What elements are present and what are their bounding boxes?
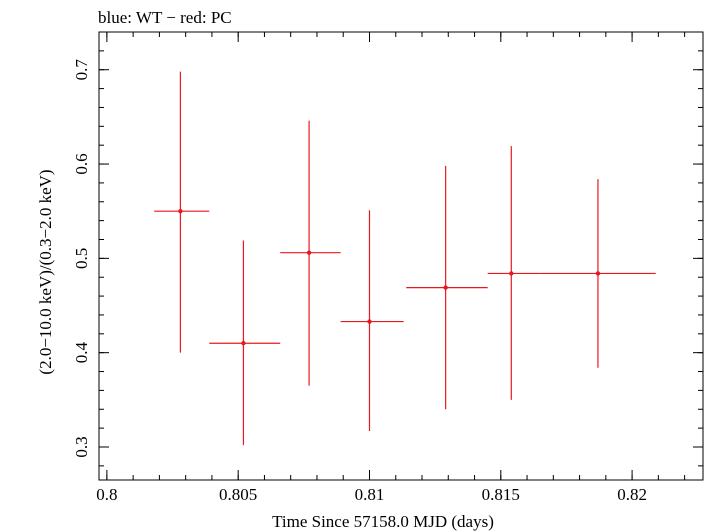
point-marker — [367, 319, 372, 324]
axis-ticks: 0.8 0.805 0.81 0.815 0.82 0.3 0.4 0.5 0.6 0.7 — [72, 31, 703, 504]
chart-title: blue: WT − red: PC — [98, 8, 232, 27]
x-tick-label: 0.815 — [482, 485, 520, 504]
data-point — [540, 179, 656, 368]
point-marker — [443, 285, 448, 290]
x-tick-label: 0.805 — [219, 485, 257, 504]
data-point — [154, 71, 210, 353]
point-marker — [178, 209, 183, 214]
y-axis-label: (2.0−10.0 keV)/(0.3−2.0 keV) — [36, 169, 55, 374]
x-tick-label: 0.82 — [617, 485, 647, 504]
x-tick-label: 0.81 — [355, 485, 385, 504]
data-point — [487, 146, 541, 400]
data-points — [154, 71, 656, 446]
y-tick-label: 0.6 — [72, 153, 91, 174]
y-tick-label: 0.7 — [72, 59, 91, 81]
y-tick-label: 0.4 — [72, 342, 91, 364]
y-tick-label: 0.5 — [72, 248, 91, 269]
point-marker — [595, 271, 601, 276]
y-tick-label: 0.3 — [72, 436, 91, 457]
data-point — [280, 120, 341, 386]
point-marker — [509, 271, 514, 276]
point-marker — [241, 341, 246, 346]
plot-frame — [98, 31, 704, 481]
data-point — [406, 165, 488, 410]
point-marker — [306, 250, 312, 255]
x-tick-label: 0.8 — [96, 485, 117, 504]
x-axis-label: Time Since 57158.0 MJD (days) — [272, 512, 494, 531]
data-point — [340, 210, 404, 431]
data-point — [209, 240, 281, 446]
